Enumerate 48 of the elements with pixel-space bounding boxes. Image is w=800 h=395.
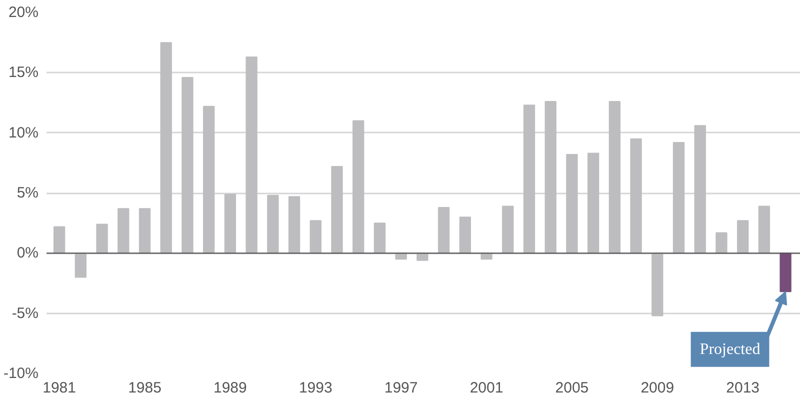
- x-tick-label: 1985: [128, 380, 162, 395]
- x-tick-label: 2009: [640, 380, 674, 395]
- y-tick-label: 10%: [8, 124, 39, 142]
- bar: [459, 216, 471, 254]
- bar: [608, 101, 621, 254]
- y-tick-label: 0%: [16, 244, 39, 262]
- bar: [118, 208, 130, 254]
- x-tick-label: 2005: [555, 380, 589, 395]
- bar: [374, 222, 386, 254]
- bar: [502, 206, 514, 254]
- bar: [224, 194, 236, 254]
- bar: [310, 220, 322, 254]
- x-tick-label: 2001: [470, 380, 504, 395]
- bar: [652, 252, 664, 316]
- x-tick-label: 1997: [384, 380, 418, 395]
- bar: [202, 106, 215, 254]
- bar: [246, 56, 258, 254]
- annotation: Projected: [700, 340, 760, 358]
- bar: [694, 125, 706, 254]
- bar: [736, 220, 749, 254]
- bar: [587, 152, 600, 254]
- bar: [544, 101, 556, 254]
- bar: [138, 208, 151, 254]
- bar: [438, 206, 450, 254]
- bar: [96, 224, 108, 254]
- x-tick-label: 1993: [298, 380, 332, 395]
- bar: [758, 206, 770, 254]
- bar: [288, 196, 300, 254]
- bar: [672, 142, 685, 254]
- bar: [630, 138, 642, 254]
- y-tick-label: 15%: [8, 64, 39, 82]
- bar: [352, 120, 364, 254]
- y-tick-label: -5%: [12, 304, 39, 322]
- bar: [267, 194, 279, 254]
- x-tick-label: 1989: [214, 380, 247, 395]
- bar: [74, 252, 87, 278]
- bar: [566, 154, 578, 254]
- bar: [182, 76, 194, 254]
- y-tick-label: -10%: [3, 365, 39, 382]
- bar: [331, 166, 343, 254]
- bar: [523, 104, 536, 254]
- x-tick-label: 2013: [726, 380, 760, 395]
- bar: [160, 42, 172, 254]
- bar: [53, 226, 66, 254]
- y-tick-label: 20%: [8, 4, 39, 21]
- bar: [716, 232, 728, 254]
- x-tick-label: 1981: [42, 380, 76, 395]
- y-tick-label: 5%: [16, 184, 39, 202]
